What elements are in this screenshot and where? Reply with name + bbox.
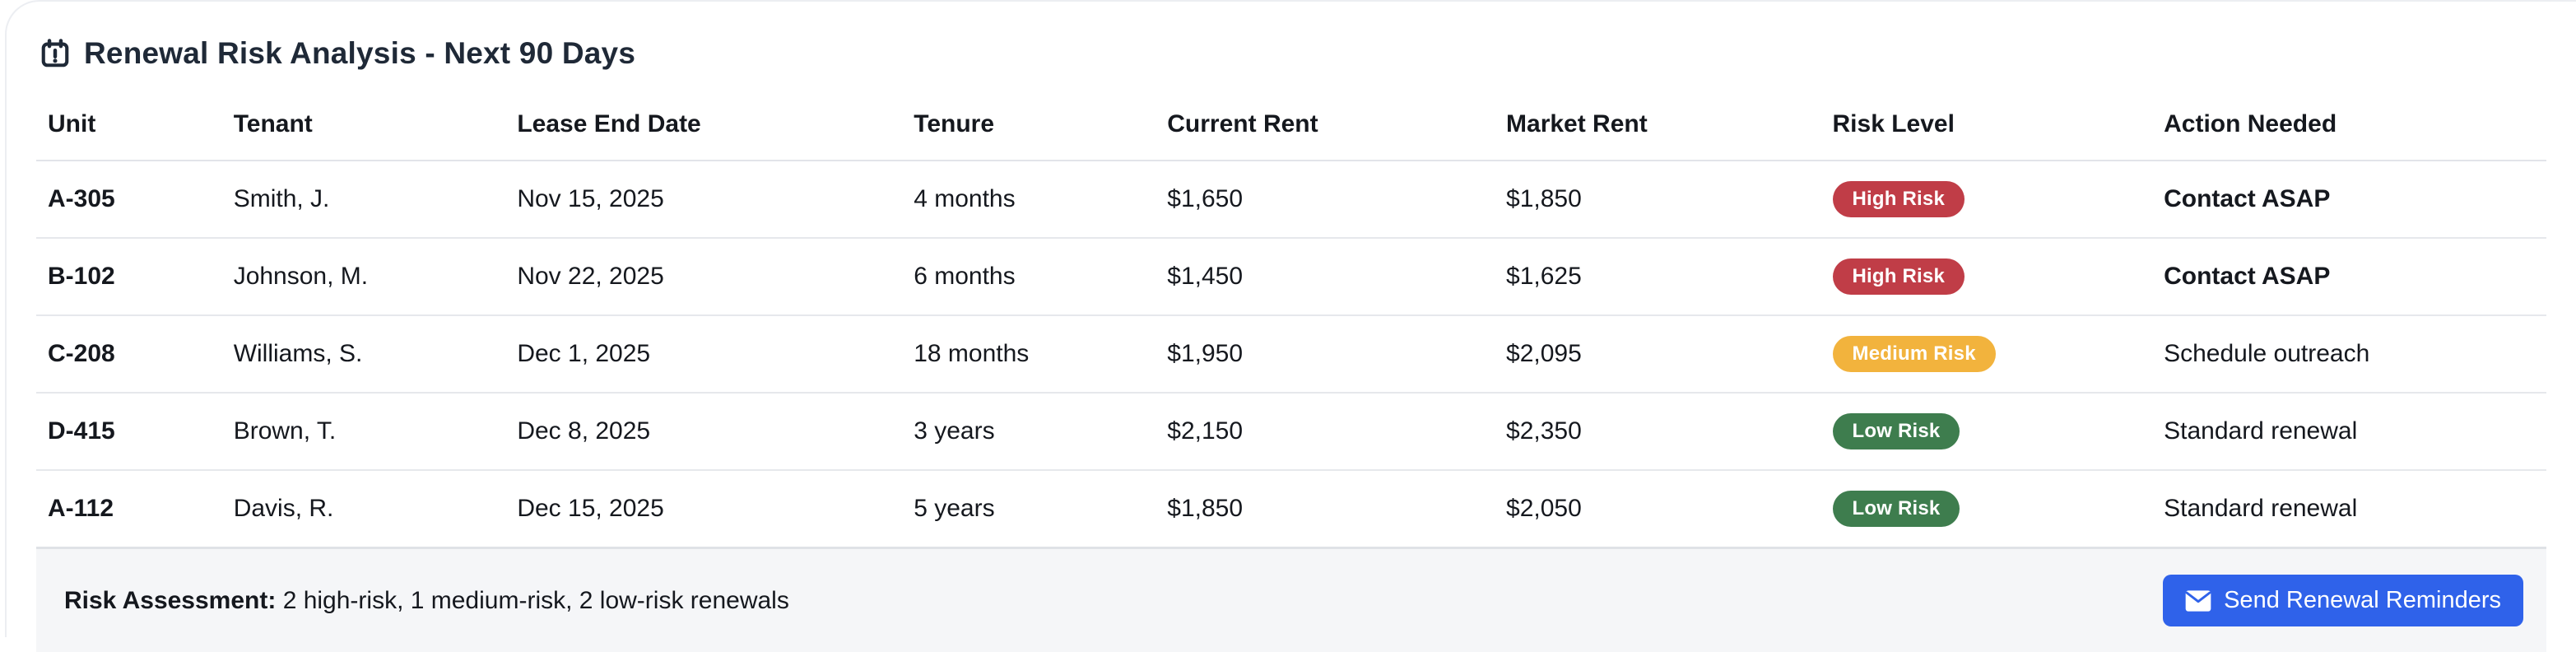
market-rent-cell: $1,850 (1495, 161, 1821, 239)
tenant-cell: Davis, R. (233, 495, 334, 522)
unit-cell: B-102 (36, 238, 222, 316)
panel-header: Renewal Risk Analysis - Next 90 Days (36, 36, 2546, 71)
unit-cell: C-208 (36, 315, 222, 394)
risk-assessment-summary: Risk Assessment: 2 high-risk, 1 medium-r… (64, 587, 789, 615)
unit-cell: A-112 (48, 495, 114, 522)
unit-cell: D-415 (36, 393, 222, 471)
tenure-cell: 4 months (902, 161, 1156, 239)
table-row: B-102 Johnson, M. Nov 22, 2025 6 months … (36, 238, 2546, 316)
lease-end-cell: Dec 15, 2025 (517, 495, 664, 522)
table-row: C-208 Williams, S. Dec 1, 2025 18 months… (36, 315, 2546, 394)
action-cell: Standard renewal (2164, 495, 2358, 522)
action-cell: Schedule outreach (2152, 315, 2546, 394)
page-title: Renewal Risk Analysis - Next 90 Days (84, 36, 636, 70)
renewal-risk-table: Unit Tenant Lease End Date Tenure Curren… (36, 92, 2546, 547)
lease-end-cell: Dec 8, 2025 (505, 393, 903, 471)
column-header-lease-end: Lease End Date (505, 92, 903, 161)
current-rent-cell: $1,950 (1155, 315, 1495, 394)
unit-cell: A-305 (36, 161, 222, 239)
risk-assessment-label: Risk Assessment: (64, 586, 277, 614)
column-header-action: Action Needed (2152, 92, 2546, 161)
lease-end-cell: Dec 1, 2025 (505, 315, 903, 394)
lease-end-cell: Nov 15, 2025 (505, 161, 903, 239)
tenure-cell: 3 years (902, 393, 1156, 471)
current-rent-cell: $1,650 (1155, 161, 1495, 239)
action-cell: Contact ASAP (2152, 238, 2546, 316)
risk-assessment-text: 2 high-risk, 1 medium-risk, 2 low-risk r… (282, 586, 789, 614)
renewal-risk-panel: Renewal Risk Analysis - Next 90 Days Uni… (5, 0, 2576, 652)
risk-badge-low: Low Risk (1832, 413, 1960, 449)
risk-level-cell: High Risk (1820, 238, 2153, 316)
risk-level-cell: Low Risk (1820, 393, 2153, 471)
tenant-cell: Smith, J. (221, 161, 506, 239)
action-cell: Contact ASAP (2152, 161, 2546, 239)
column-header-unit: Unit (36, 92, 222, 161)
tenure-cell: 6 months (902, 238, 1156, 316)
current-rent-cell: $1,850 (1167, 495, 1244, 522)
tenant-cell: Brown, T. (221, 393, 506, 471)
action-cell: Standard renewal (2152, 393, 2546, 471)
send-renewal-reminders-button[interactable]: Send Renewal Reminders (2163, 574, 2523, 627)
column-header-tenant: Tenant (221, 92, 506, 161)
risk-badge-medium: Medium Risk (1832, 336, 1996, 372)
risk-badge-low: Low Risk (1832, 491, 1960, 527)
envelope-icon (2185, 589, 2211, 612)
column-header-market-rent: Market Rent (1495, 92, 1821, 161)
panel-card: Renewal Risk Analysis - Next 90 Days Uni… (5, 0, 2576, 652)
risk-level-cell: Medium Risk (1820, 315, 2153, 394)
risk-level-cell: Low Risk (1821, 470, 2153, 547)
calendar-alert-icon (40, 38, 71, 69)
send-button-label: Send Renewal Reminders (2224, 586, 2501, 613)
market-rent-cell: $1,625 (1495, 238, 1821, 316)
table-row: A-305 Smith, J. Nov 15, 2025 4 months $1… (36, 161, 2546, 239)
market-rent-cell: $2,050 (1506, 495, 1582, 522)
current-rent-cell: $1,450 (1155, 238, 1495, 316)
tenure-cell: 18 months (902, 315, 1156, 394)
tenure-cell: 5 years (914, 495, 995, 522)
column-header-tenure: Tenure (902, 92, 1156, 161)
risk-assessment-footer: Risk Assessment: 2 high-risk, 1 medium-r… (36, 547, 2546, 652)
table-row: D-415 Brown, T. Dec 8, 2025 3 years $2,1… (36, 393, 2546, 471)
lease-end-cell: Nov 22, 2025 (505, 238, 903, 316)
market-rent-cell: $2,350 (1495, 393, 1821, 471)
column-header-risk-level: Risk Level (1820, 92, 2153, 161)
risk-badge-high: High Risk (1832, 181, 1965, 217)
risk-badge-high: High Risk (1832, 258, 1965, 295)
tenant-cell: Johnson, M. (221, 238, 506, 316)
column-header-current-rent: Current Rent (1155, 92, 1495, 161)
current-rent-cell: $2,150 (1155, 393, 1495, 471)
market-rent-cell: $2,095 (1495, 315, 1821, 394)
table-header-row: Unit Tenant Lease End Date Tenure Curren… (36, 92, 2546, 161)
table-row: A-112 Davis, R. Dec 15, 2025 5 years $1,… (36, 470, 2546, 547)
tenant-cell: Williams, S. (221, 315, 506, 394)
risk-level-cell: High Risk (1820, 161, 2153, 239)
